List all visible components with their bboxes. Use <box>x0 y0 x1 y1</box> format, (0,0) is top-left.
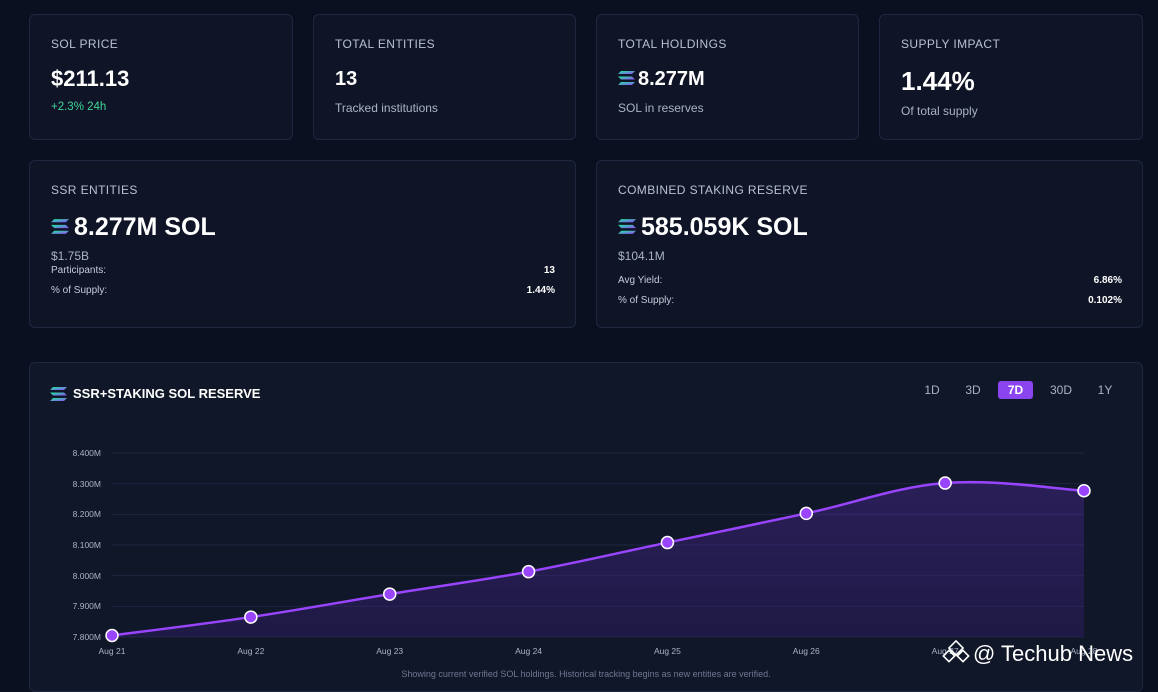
ssr-participants-value: 13 <box>543 265 555 276</box>
ssr-supply-value: 1.44% <box>526 285 555 296</box>
solana-logo-icon <box>618 218 636 234</box>
staking-yield-value: 6.86% <box>1093 275 1122 286</box>
sol-price-value: $211.13 <box>51 66 130 91</box>
total-holdings-sub: SOL in reserves <box>618 101 704 115</box>
x-tick-label: Aug 26 <box>792 646 820 656</box>
chart-title: SSR+STAKING SOL RESERVE <box>73 386 261 401</box>
staking-yield-label: Avg Yield: <box>618 275 663 286</box>
x-tick-label: Aug 21 <box>98 646 126 656</box>
staking-supply-value: 0.102% <box>1088 295 1122 306</box>
supply-impact-card: SUPPLY IMPACT 1.44% Of total supply <box>879 14 1143 140</box>
range-7d-button[interactable]: 7D <box>998 381 1033 399</box>
staking-reserve-card: COMBINED STAKING RESERVE 585.059K SOL $1… <box>596 160 1143 328</box>
y-tick-label: 8.000M <box>72 570 101 581</box>
x-tick-label: Aug 27 <box>931 646 959 656</box>
staking-reserve-label: COMBINED STAKING RESERVE <box>618 183 808 197</box>
y-tick-label: 8.400M <box>72 448 101 458</box>
y-tick-label: 8.200M <box>72 509 101 520</box>
watermark-text: @ Techub News <box>973 641 1134 666</box>
range-3d-button[interactable]: 3D <box>965 383 981 397</box>
staking-supply-label: % of Supply: <box>618 295 675 306</box>
solana-logo-icon <box>51 218 69 234</box>
total-entities-card: TOTAL ENTITIES 13 Tracked institutions <box>313 14 576 140</box>
staking-reserve-usd: $104.1M <box>618 249 665 263</box>
staking-reserve-value: 585.059K SOL <box>641 213 808 241</box>
ssr-entities-value: 8.277M SOL <box>74 213 216 241</box>
range-1y-button[interactable]: 1Y <box>1097 383 1113 397</box>
supply-impact-value: 1.44% <box>901 66 975 96</box>
ssr-participants-label: Participants: <box>51 265 107 276</box>
total-holdings-card: TOTAL HOLDINGS 8.277M SOL in reserves <box>596 14 859 140</box>
techub-logo-icon <box>942 639 970 663</box>
sol-price-card: SOL PRICE $211.13 +2.3% 24h <box>29 14 293 140</box>
supply-impact-sub: Of total supply <box>901 104 978 118</box>
total-holdings-value: 8.277M <box>638 68 705 90</box>
sol-price-label: SOL PRICE <box>51 37 119 51</box>
ssr-entities-card: SSR ENTITIES 8.277M SOL $1.75B Participa… <box>29 160 576 328</box>
ssr-entities-label: SSR ENTITIES <box>51 183 138 197</box>
range-30d-button[interactable]: 30D <box>1049 383 1072 397</box>
x-tick-label: Aug 28 <box>1070 646 1098 656</box>
sol-price-change: +2.3% 24h <box>51 101 107 113</box>
x-tick-label: Aug 24 <box>515 646 543 656</box>
supply-impact-label: SUPPLY IMPACT <box>901 37 1001 51</box>
total-entities-sub: Tracked institutions <box>335 101 438 115</box>
solana-logo-icon <box>50 386 67 401</box>
total-holdings-label: TOTAL HOLDINGS <box>618 37 727 51</box>
x-tick-label: Aug 23 <box>376 646 404 656</box>
x-tick-label: Aug 25 <box>653 646 681 656</box>
ssr-supply-label: % of Supply: <box>51 285 108 296</box>
x-tick-label: Aug 22 <box>237 646 265 656</box>
total-entities-value: 13 <box>335 68 358 90</box>
ssr-entities-usd: $1.75B <box>51 249 90 263</box>
y-tick-label: 8.100M <box>72 540 101 550</box>
total-entities-label: TOTAL ENTITIES <box>335 37 436 51</box>
y-tick-label: 8.300M <box>72 478 101 489</box>
y-tick-label: 7.900M <box>72 601 101 612</box>
chart-footnote: Showing current verified SOL holdings. H… <box>401 669 771 679</box>
range-1d-button[interactable]: 1D <box>924 383 940 397</box>
y-tick-label: 7.800M <box>72 632 101 642</box>
solana-logo-icon <box>618 71 635 86</box>
